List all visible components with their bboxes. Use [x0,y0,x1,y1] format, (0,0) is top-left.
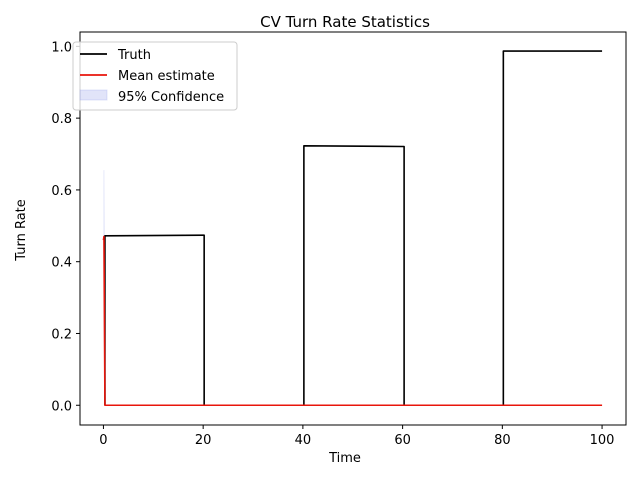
x-axis-ticks: 0 20 40 60 80 100 [99,425,614,448]
x-tick-label: 80 [494,433,511,448]
y-tick-label: 0.2 [51,327,72,342]
y-tick-label: 0.8 [51,112,72,127]
legend-truth-label: Truth [117,48,151,63]
x-tick-label: 0 [99,433,107,448]
x-tick-label: 40 [295,433,312,448]
plot-area [102,50,603,407]
legend-confidence-label: 95% Confidence [118,90,224,105]
y-tick-label: 1.0 [51,40,72,55]
legend-box [72,41,238,111]
x-tick-label: 100 [590,433,615,448]
confidence-band [103,170,603,406]
legend-confidence-swatch [79,89,108,101]
chart-title: CV Turn Rate Statistics [260,13,430,31]
y-tick-label: 0.6 [51,184,72,199]
y-axis-ticks: 0.0 0.2 0.4 0.6 0.8 1.0 [51,40,80,414]
legend-mean-label: Mean estimate [118,69,215,84]
x-tick-label: 60 [394,433,411,448]
x-tick-label: 20 [195,433,212,448]
legend: Truth Mean estimate 95% Confidence [72,41,238,111]
y-tick-label: 0.4 [51,256,72,271]
x-axis-label: Time [328,451,361,466]
y-tick-label: 0.0 [51,399,72,414]
mean-estimate-line [102,235,603,407]
axes-frame [79,31,627,426]
y-axis-label: Turn Rate [14,199,29,262]
